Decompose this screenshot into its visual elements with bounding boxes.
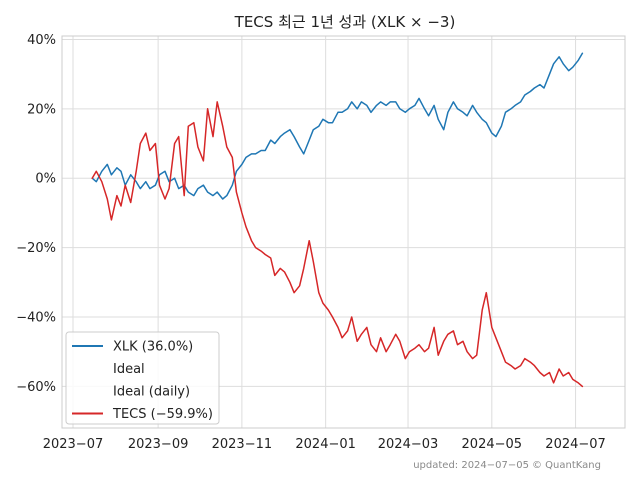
x-tick-label: 2024−03 — [378, 437, 439, 452]
y-tick-label: −20% — [16, 241, 56, 256]
y-tick-label: 40% — [27, 33, 56, 48]
x-tick-label: 2023−11 — [212, 437, 273, 452]
footer-copyright: © QuantKang — [532, 460, 601, 471]
y-tick-label: 0% — [35, 172, 56, 187]
footer-updated: updated: 2024−07−05 — [413, 460, 529, 471]
y-tick-label: −60% — [16, 380, 56, 395]
legend-label: XLK (36.0%) — [113, 340, 193, 355]
chart-title: TECS 최근 1년 성과 (XLK × −3) — [234, 13, 456, 31]
legend-label: Ideal (daily) — [113, 385, 190, 400]
legend-label: Ideal — [113, 362, 145, 377]
series-line-tecs — [91, 101, 584, 388]
plot-area-frame — [61, 35, 626, 429]
y-axis: 40% 20% 0% −20% −40% −60% — [16, 33, 56, 395]
x-tick-label: 2024−05 — [462, 437, 523, 452]
y-tick-label: −40% — [16, 310, 56, 325]
x-axis: 2023−07 2023−09 2023−11 2024−01 2024−03 2024−… — [43, 437, 606, 452]
legend-box — [65, 331, 220, 425]
series-line-xlk — [91, 52, 584, 200]
series-layer — [91, 52, 584, 388]
y-tick-label: 20% — [27, 102, 56, 117]
x-tick-label: 2024−01 — [295, 437, 356, 452]
x-tick-label: 2023−09 — [128, 437, 189, 452]
legend-label: TECS (−59.9%) — [112, 407, 213, 422]
x-tick-label: 2024−07 — [545, 437, 606, 452]
x-tick-label: 2023−07 — [43, 437, 104, 452]
legend: XLK (36.0%) Ideal Ideal (daily) TECS (−59.9… — [65, 331, 220, 425]
